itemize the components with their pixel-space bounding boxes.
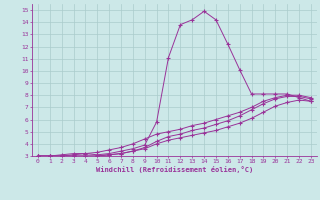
X-axis label: Windchill (Refroidissement éolien,°C): Windchill (Refroidissement éolien,°C) — [96, 166, 253, 173]
